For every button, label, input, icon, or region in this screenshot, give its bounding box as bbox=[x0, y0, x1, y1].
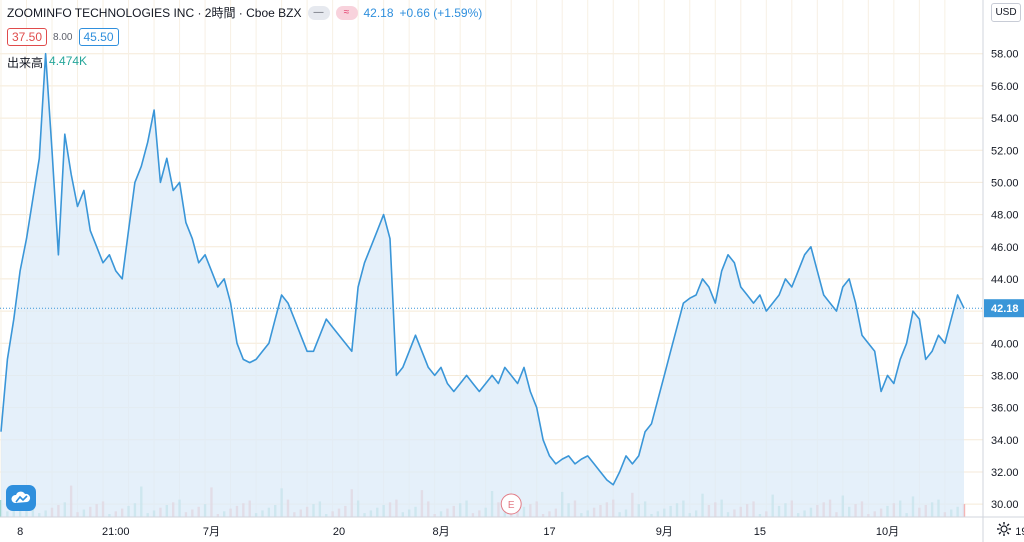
x-tick-label: 9月 bbox=[656, 526, 673, 538]
y-tick-label: 46.00 bbox=[991, 242, 1019, 254]
y-tick-label: 56.00 bbox=[991, 81, 1019, 93]
hide-indicator-pill[interactable]: — bbox=[307, 5, 330, 20]
x-tick-label: 20 bbox=[333, 526, 345, 538]
y-tick-label: 52.00 bbox=[991, 145, 1019, 157]
y-tick-label: 34.00 bbox=[991, 435, 1019, 447]
compare-wave-pill[interactable]: ≈ bbox=[335, 5, 358, 20]
price-line bbox=[0, 52, 965, 486]
currency-button[interactable]: USD bbox=[991, 3, 1021, 22]
y-tick-label: 58.00 bbox=[991, 49, 1019, 61]
y-tick-label: 30.00 bbox=[991, 499, 1019, 511]
last-price-badge-text: 42.18 bbox=[991, 303, 1019, 315]
tradingview-cloud-icon[interactable] bbox=[6, 485, 36, 511]
volume-value: 4.474K bbox=[49, 54, 88, 68]
volume-label: 出来高 bbox=[7, 56, 44, 70]
x-tick-label: 15 bbox=[754, 526, 766, 538]
x-tick-label: 8 bbox=[17, 526, 23, 538]
y-tick-label: 38.00 bbox=[991, 370, 1019, 382]
bid-ask-row: 37.50 8.00 45.50 bbox=[7, 28, 119, 46]
last-price: 42.18 bbox=[363, 5, 394, 20]
y-tick-label: 32.00 bbox=[991, 467, 1019, 479]
y-tick-label: 54.00 bbox=[991, 113, 1019, 125]
earnings-event-marker[interactable]: E bbox=[500, 493, 522, 515]
y-tick-label: 48.00 bbox=[991, 210, 1019, 222]
bid-price[interactable]: 37.50 bbox=[7, 28, 48, 46]
ask-price[interactable]: 45.50 bbox=[78, 28, 119, 46]
price-change: +0.66 (+1.59%) bbox=[399, 5, 483, 20]
x-tick-label: 8月 bbox=[432, 526, 449, 538]
x-tick-label: 7月 bbox=[203, 526, 220, 538]
price-series bbox=[0, 52, 983, 517]
x-tick-label: 17 bbox=[543, 526, 555, 538]
event-circle bbox=[500, 493, 522, 515]
event-label: E bbox=[508, 500, 515, 511]
symbol-legend: ZOOMINFO TECHNOLOGIES INC · 2時間 · Cboe B… bbox=[7, 4, 482, 21]
volume-legend: 出来高 4.474K bbox=[7, 54, 87, 71]
y-tick-label: 36.00 bbox=[991, 403, 1019, 415]
event-markers[interactable]: EE bbox=[500, 493, 1024, 515]
x-tick-label: 19 bbox=[1015, 526, 1024, 538]
y-tick-label: 44.00 bbox=[991, 274, 1019, 286]
gear-icon[interactable] bbox=[996, 521, 1012, 537]
y-tick-label: 40.00 bbox=[991, 338, 1019, 350]
last-price-badge bbox=[984, 299, 1024, 318]
spread-value: 8.00 bbox=[53, 31, 73, 43]
x-tick-label: 10月 bbox=[876, 526, 899, 538]
y-tick-label: 50.00 bbox=[991, 177, 1019, 189]
symbol-title[interactable]: ZOOMINFO TECHNOLOGIES INC · 2時間 · Cboe B… bbox=[7, 6, 302, 20]
x-tick-label: 21:00 bbox=[102, 526, 130, 538]
price-area-fill bbox=[1, 53, 964, 517]
